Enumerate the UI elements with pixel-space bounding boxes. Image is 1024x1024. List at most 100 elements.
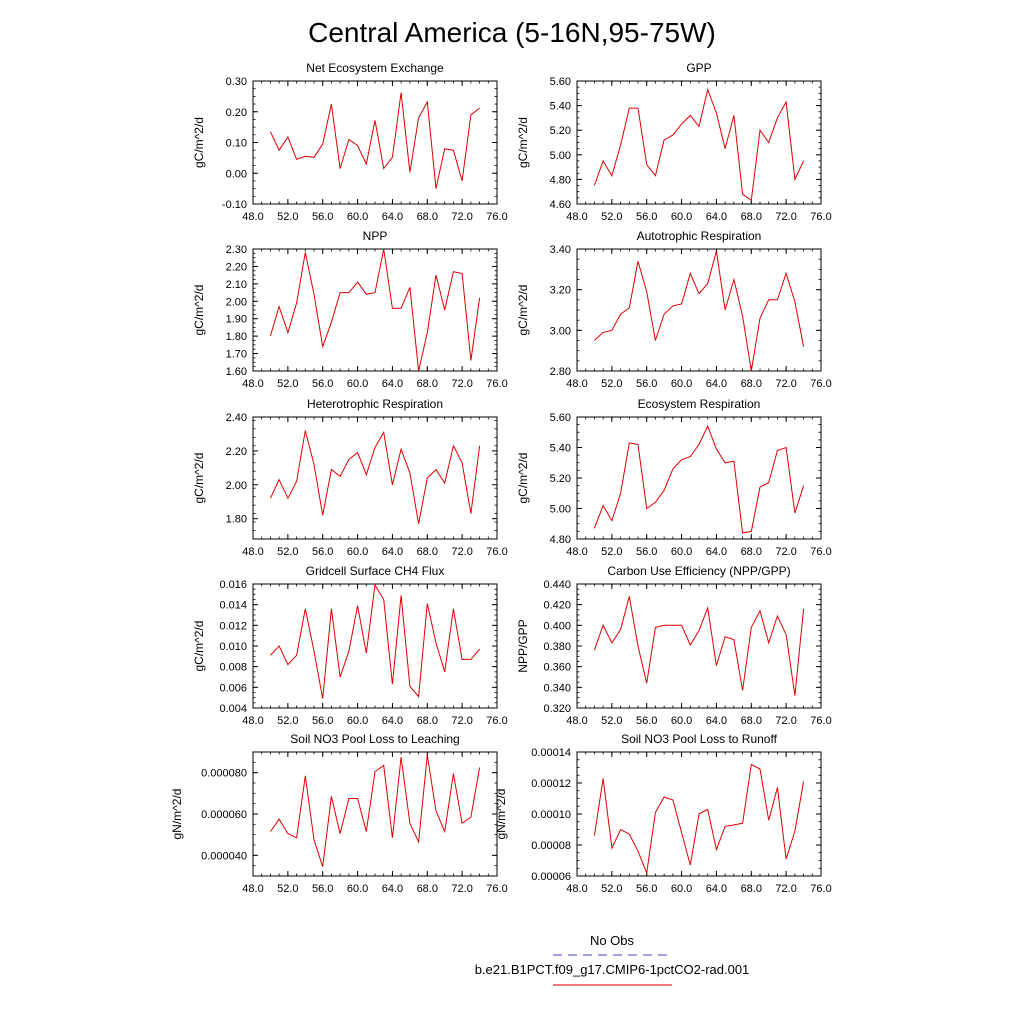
y-tick-label: 2.20 <box>226 261 247 273</box>
y-tick-label: 0.016 <box>219 579 247 591</box>
x-tick-label: 60.0 <box>671 211 692 223</box>
chart-title: GPP <box>686 61 711 75</box>
x-tick-label: 64.0 <box>382 883 403 895</box>
y-axis-label: gC/m^2/d <box>192 117 206 168</box>
y-tick-label: 0.00010 <box>531 809 571 821</box>
y-tick-label: 1.60 <box>226 366 247 378</box>
y-tick-label: 0.440 <box>543 579 571 591</box>
y-tick-label: 1.80 <box>226 514 247 526</box>
y-tick-label: 5.00 <box>550 150 571 162</box>
x-tick-label: 72.0 <box>451 378 472 390</box>
x-tick-label: 56.0 <box>636 211 657 223</box>
y-tick-label: 0.10 <box>226 138 247 150</box>
x-tick-label: 52.0 <box>601 378 622 390</box>
y-axis-label: gN/m^2/d <box>494 789 508 840</box>
x-tick-label: 64.0 <box>382 378 403 390</box>
y-tick-label: 5.60 <box>550 76 571 88</box>
series-line <box>269 92 480 189</box>
x-tick-label: 48.0 <box>566 211 587 223</box>
y-tick-label: 2.40 <box>226 412 247 424</box>
y-tick-label: 5.20 <box>550 125 571 137</box>
y-tick-label: 0.360 <box>543 662 571 674</box>
x-tick-label: 72.0 <box>775 546 796 558</box>
x-tick-label: 64.0 <box>706 883 727 895</box>
y-tick-label: 5.40 <box>550 101 571 113</box>
x-tick-label: 52.0 <box>277 715 298 727</box>
chart-title: Gridcell Surface CH4 Flux <box>306 564 445 578</box>
y-tick-label: 2.00 <box>226 296 247 308</box>
chart-title: Ecosystem Respiration <box>638 397 761 411</box>
x-tick-label: 72.0 <box>775 715 796 727</box>
y-tick-label: 0.008 <box>219 662 247 674</box>
plot-frame <box>576 248 822 372</box>
x-tick-label: 56.0 <box>312 211 333 223</box>
x-tick-label: 60.0 <box>347 546 368 558</box>
x-tick-label: 60.0 <box>671 883 692 895</box>
chart-title: Net Ecosystem Exchange <box>306 61 444 75</box>
chart-carbon-use-efficiency-npp-gpp: Carbon Use Efficiency (NPP/GPP) 48.0 52.0 5… <box>516 564 832 727</box>
chart-title: Carbon Use Efficiency (NPP/GPP) <box>607 564 790 578</box>
chart-soil-no3-pool-loss-to-runoff: Soil NO3 Pool Loss to Runoff 48.0 52.0 56.0… <box>494 732 832 895</box>
x-tick-label: 76.0 <box>810 211 831 223</box>
y-tick-label: 0.004 <box>219 703 247 715</box>
chart-autotrophic-respiration: Autotrophic Respiration 48.0 52.0 56.0 60.0 6… <box>516 229 832 390</box>
y-tick-label: 0.320 <box>543 703 571 715</box>
x-tick-label: 76.0 <box>810 883 831 895</box>
series-line <box>593 596 805 696</box>
x-tick-label: 48.0 <box>566 378 587 390</box>
x-tick-label: 64.0 <box>382 211 403 223</box>
y-tick-label: 1.90 <box>226 314 247 326</box>
y-tick-label: 0.006 <box>219 682 247 694</box>
y-tick-label: 2.80 <box>550 366 571 378</box>
y-tick-label: 2.10 <box>226 279 247 291</box>
x-tick-label: 52.0 <box>601 211 622 223</box>
x-tick-label: 76.0 <box>486 211 507 223</box>
x-tick-label: 60.0 <box>347 378 368 390</box>
x-tick-label: 48.0 <box>566 546 587 558</box>
series-line <box>594 250 805 372</box>
y-tick-label: 5.60 <box>550 412 571 424</box>
y-tick-label: 0.00006 <box>531 871 571 883</box>
x-tick-label: 68.0 <box>417 715 438 727</box>
x-tick-label: 68.0 <box>417 883 438 895</box>
x-tick-label: 68.0 <box>741 715 762 727</box>
x-tick-label: 68.0 <box>741 211 762 223</box>
y-axis-label: gC/m^2/d <box>516 453 530 504</box>
y-axis-label: gC/m^2/d <box>516 117 530 168</box>
y-tick-label: 0.00012 <box>531 778 571 790</box>
series-line <box>593 424 805 534</box>
x-tick-label: 68.0 <box>741 883 762 895</box>
x-tick-label: 64.0 <box>382 715 403 727</box>
y-tick-label: 0.400 <box>543 620 571 632</box>
y-tick-label: 0.000060 <box>201 809 247 821</box>
x-tick-label: 56.0 <box>636 378 657 390</box>
x-tick-label: 72.0 <box>775 211 796 223</box>
y-tick-label: 0.00 <box>226 168 247 180</box>
y-tick-label: 4.80 <box>550 534 571 546</box>
y-tick-label: 3.40 <box>550 244 571 256</box>
chart-heterotrophic-respiration: Heterotrophic Respiration 48.0 52.0 56.0 60.… <box>192 397 508 558</box>
x-tick-label: 60.0 <box>347 715 368 727</box>
x-tick-label: 72.0 <box>451 546 472 558</box>
x-tick-label: 68.0 <box>741 546 762 558</box>
x-tick-label: 52.0 <box>277 546 298 558</box>
y-tick-label: 4.60 <box>550 199 571 211</box>
y-tick-label: 2.20 <box>226 446 247 458</box>
x-tick-label: 76.0 <box>486 378 507 390</box>
y-tick-label: 0.000080 <box>201 768 247 780</box>
plot-frame <box>576 583 822 709</box>
y-tick-label: 0.014 <box>219 600 247 612</box>
y-tick-label: 2.30 <box>226 244 247 256</box>
y-axis-label: gN/m^2/d <box>170 789 184 840</box>
x-tick-label: 64.0 <box>706 715 727 727</box>
y-tick-label: 0.380 <box>543 641 571 653</box>
series-line <box>269 755 481 867</box>
chart-gridcell-surface-ch4-flux: Gridcell Surface CH4 Flux 48.0 52.0 56.0 60.… <box>192 564 508 727</box>
y-tick-label: 0.420 <box>543 600 571 612</box>
x-tick-label: 52.0 <box>277 211 298 223</box>
x-tick-label: 56.0 <box>636 715 657 727</box>
x-tick-label: 76.0 <box>810 715 831 727</box>
x-tick-label: 48.0 <box>242 378 263 390</box>
x-tick-label: 76.0 <box>810 546 831 558</box>
x-tick-label: 64.0 <box>382 546 403 558</box>
